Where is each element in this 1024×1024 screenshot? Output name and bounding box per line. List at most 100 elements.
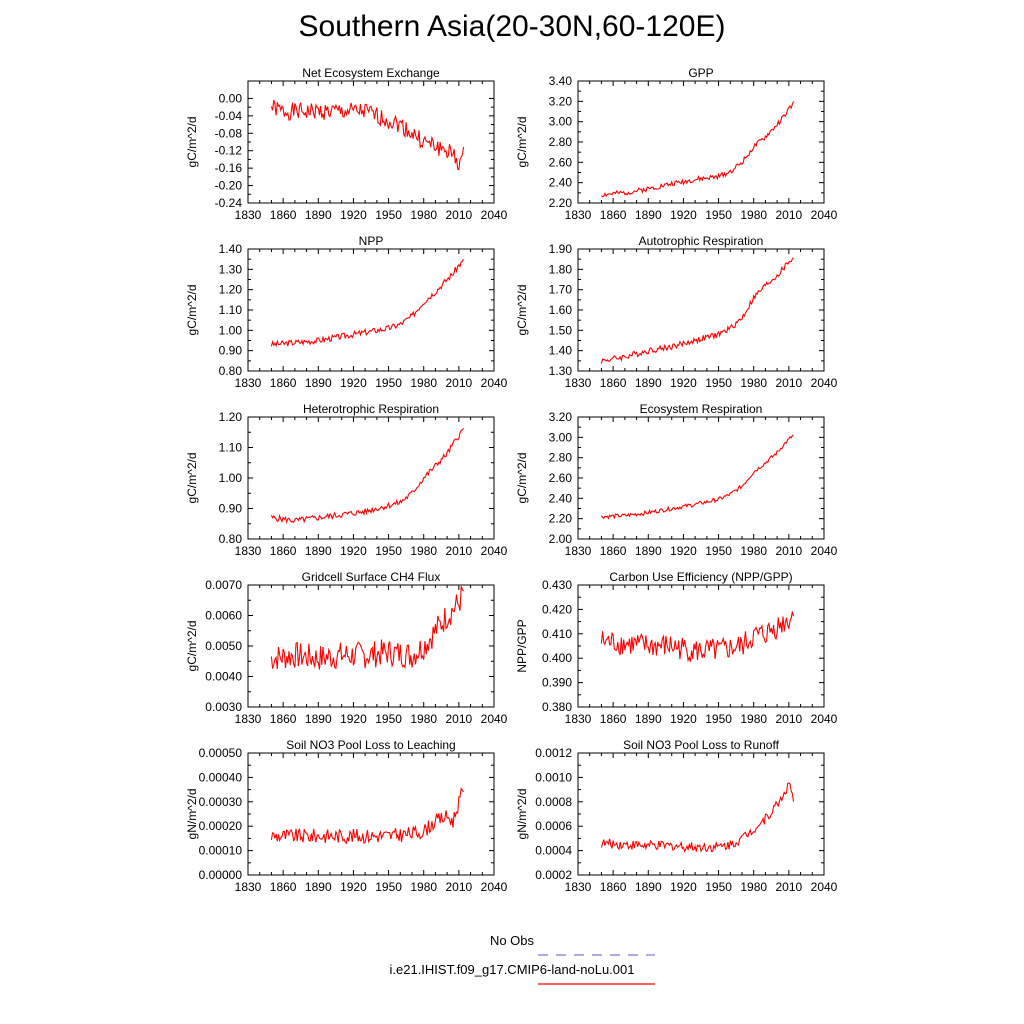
x-tick-label: 1830 [235, 712, 262, 726]
chart-panel-5: Heterotrophic Respiration 1830 1860 1890 192… [185, 402, 508, 558]
x-tick-label: 1890 [305, 376, 332, 390]
y-axis-label: NPP/GPP [515, 619, 529, 672]
y-tick-label: 0.0060 [205, 609, 242, 623]
y-tick-label: -0.16 [215, 161, 243, 175]
x-tick-label: 1890 [635, 544, 662, 558]
y-tick-label: 0.0050 [205, 639, 242, 653]
series-line-1 [600, 611, 795, 663]
series-line-1 [600, 782, 795, 853]
x-tick-label: 1860 [600, 208, 627, 222]
series-line-1 [601, 101, 795, 198]
x-tick-label: 1920 [340, 376, 367, 390]
y-tick-label: 1.30 [219, 262, 243, 276]
x-tick-label: 1860 [270, 712, 297, 726]
x-tick-label: 1920 [670, 712, 697, 726]
panel-title: Soil NO3 Pool Loss to Leaching [286, 738, 455, 752]
y-axis-label: gC/m^2/d [185, 285, 199, 336]
panel-title: Carbon Use Efficiency (NPP/GPP) [609, 570, 792, 584]
x-tick-label: 1920 [670, 376, 697, 390]
x-tick-label: 1890 [305, 544, 332, 558]
y-tick-label: 1.00 [219, 471, 243, 485]
y-tick-label: 0.80 [219, 364, 243, 378]
x-tick-label: 2010 [446, 208, 473, 222]
y-tick-label: 0.90 [219, 344, 243, 358]
x-tick-label: 1920 [670, 880, 697, 894]
x-tick-label: 2040 [481, 208, 508, 222]
x-tick-label: 1860 [600, 376, 627, 390]
y-tick-label: 0.0002 [535, 868, 572, 882]
chart-panel-8: Carbon Use Efficiency (NPP/GPP) 1830 1860 1… [515, 570, 838, 726]
series-line-1 [270, 787, 464, 845]
series-line-1 [270, 427, 464, 525]
y-tick-label: 2.80 [549, 451, 573, 465]
plot-frame [247, 416, 495, 540]
y-tick-label: 3.20 [549, 410, 573, 424]
y-tick-label: 0.0030 [205, 700, 242, 714]
panel-title: NPP [359, 234, 384, 248]
y-tick-label: 0.00010 [199, 844, 243, 858]
y-tick-label: 0.00040 [199, 770, 243, 784]
x-tick-label: 1860 [600, 712, 627, 726]
x-tick-label: 1830 [565, 376, 592, 390]
x-tick-label: 1980 [410, 712, 437, 726]
x-tick-label: 1980 [410, 880, 437, 894]
y-tick-label: 0.00030 [199, 795, 243, 809]
x-tick-label: 1950 [705, 544, 732, 558]
chart-panel-1: Net Ecosystem Exchange 1830 1860 1890 1920 19… [185, 66, 508, 222]
y-tick-label: 0.0040 [205, 670, 242, 684]
y-tick-label: 1.30 [549, 364, 573, 378]
panel-title: Gridcell Surface CH4 Flux [302, 570, 441, 584]
x-tick-label: 2040 [481, 376, 508, 390]
x-tick-label: 1830 [235, 544, 262, 558]
x-tick-label: 1920 [340, 208, 367, 222]
x-tick-label: 1860 [270, 376, 297, 390]
chart-panel-2: GPP 1830 1860 1890 1920 1950 1980 2010 2040 2.20 2… [515, 66, 838, 222]
y-tick-label: 2.00 [549, 532, 573, 546]
plot-frame [247, 752, 495, 876]
y-axis-label: gN/m^2/d [515, 789, 529, 840]
plot-frame [577, 584, 825, 708]
x-tick-label: 1920 [340, 544, 367, 558]
x-tick-label: 2010 [446, 544, 473, 558]
x-tick-label: 2040 [811, 712, 838, 726]
y-tick-label: 1.10 [219, 441, 243, 455]
series-line-1 [600, 434, 794, 520]
x-tick-label: 1890 [635, 880, 662, 894]
y-tick-label: 1.90 [549, 242, 573, 256]
y-tick-label: 0.0070 [205, 578, 242, 592]
legend-run-label: i.e21.IHIST.f09_g17.CMIP6-land-noLu.001 [389, 962, 635, 977]
y-tick-label: 2.60 [549, 471, 573, 485]
x-tick-label: 1950 [705, 712, 732, 726]
x-tick-label: 2010 [776, 544, 803, 558]
chart-panel-7: Gridcell Surface CH4 Flux 1830 1860 1890 192… [185, 570, 508, 726]
panel-title: Heterotrophic Respiration [303, 402, 439, 416]
x-tick-label: 1950 [375, 208, 402, 222]
y-tick-label: 1.20 [219, 410, 243, 424]
x-tick-label: 1830 [565, 712, 592, 726]
y-tick-label: 2.20 [549, 196, 573, 210]
x-tick-label: 1860 [270, 880, 297, 894]
y-axis-label: gC/m^2/d [185, 621, 199, 672]
x-tick-label: 2040 [481, 880, 508, 894]
x-tick-label: 1950 [705, 208, 732, 222]
y-tick-label: 1.10 [219, 303, 243, 317]
x-tick-label: 1830 [235, 880, 262, 894]
y-tick-label: 0.00 [219, 91, 243, 105]
y-tick-label: 0.0008 [535, 795, 572, 809]
y-tick-label: 1.50 [549, 323, 573, 337]
y-tick-label: 2.20 [549, 512, 573, 526]
y-tick-label: 0.400 [542, 651, 572, 665]
y-axis-label: gC/m^2/d [185, 453, 199, 504]
y-tick-label: 3.00 [549, 430, 573, 444]
chart-panel-10: Soil NO3 Pool Loss to Runoff 1830 1860 1890… [515, 738, 838, 894]
y-tick-label: 0.380 [542, 700, 572, 714]
x-tick-label: 1980 [740, 880, 767, 894]
x-tick-label: 1950 [375, 376, 402, 390]
y-tick-label: 0.390 [542, 676, 572, 690]
chart-panel-6: Ecosystem Respiration 1830 1860 1890 1920 195… [515, 402, 838, 558]
x-tick-label: 1980 [410, 544, 437, 558]
x-tick-label: 1830 [565, 544, 592, 558]
panel-title: Net Ecosystem Exchange [302, 66, 440, 80]
y-tick-label: 3.00 [549, 115, 573, 129]
x-tick-label: 2010 [776, 376, 803, 390]
